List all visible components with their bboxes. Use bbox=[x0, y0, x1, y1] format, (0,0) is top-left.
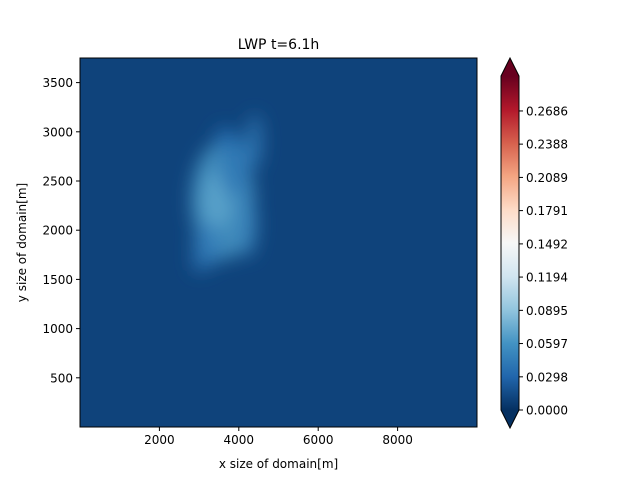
colorbar-tick-label: 0.2388 bbox=[526, 138, 568, 152]
y-axis-label: y size of domain[m] bbox=[15, 183, 29, 302]
y-tick-label: 500 bbox=[50, 371, 73, 385]
chart-title: LWP t=6.1h bbox=[238, 37, 320, 53]
colorbar-tick-label: 0.0298 bbox=[526, 370, 568, 384]
x-axis-label: x size of domain[m] bbox=[219, 457, 338, 471]
field-blob bbox=[247, 114, 262, 170]
colorbar-tick-label: 0.0000 bbox=[526, 404, 568, 418]
colorbar: 0.0000 0.0298 0.0597 0.0895 0.1194 0.1492 0.17… bbox=[500, 56, 568, 430]
y-tick-label: 2000 bbox=[42, 224, 73, 238]
colorbar-ticks: 0.0000 0.0298 0.0597 0.0895 0.1194 0.1492 0.17… bbox=[519, 104, 568, 418]
colorbar-extend-max bbox=[501, 58, 519, 76]
field-background bbox=[80, 58, 477, 427]
field-blob bbox=[214, 126, 235, 151]
colorbar-body bbox=[501, 76, 519, 410]
y-tick-label: 1000 bbox=[42, 322, 73, 336]
y-tick-label: 3000 bbox=[42, 125, 73, 139]
colorbar-extend-min bbox=[501, 410, 519, 428]
colorbar-tick-label: 0.1492 bbox=[526, 237, 568, 251]
x-tick-label: 6000 bbox=[303, 433, 334, 447]
colorbar-tick-label: 0.1194 bbox=[526, 271, 568, 285]
y-tick-label: 3500 bbox=[42, 76, 73, 90]
x-axis: 2000 4000 6000 8000 bbox=[144, 427, 413, 447]
colorbar-tick-label: 0.0895 bbox=[526, 304, 568, 318]
plot-frame bbox=[79, 57, 478, 428]
field-blob bbox=[236, 193, 258, 257]
plot-area bbox=[79, 57, 478, 428]
x-tick-label: 8000 bbox=[382, 433, 413, 447]
x-tick-label: 4000 bbox=[224, 433, 255, 447]
colorbar-tick-label: 0.2686 bbox=[526, 104, 568, 118]
y-tick-label: 2500 bbox=[42, 175, 73, 189]
colorbar-tick-label: 0.1791 bbox=[526, 204, 568, 218]
colorbar-tick-label: 0.2089 bbox=[526, 171, 568, 185]
y-axis: 500 1000 1500 2000 2500 3000 3500 bbox=[42, 76, 80, 385]
x-tick-label: 2000 bbox=[144, 433, 175, 447]
y-tick-label: 1500 bbox=[42, 273, 73, 287]
colorbar-tick-label: 0.0597 bbox=[526, 337, 568, 351]
field-blob-layer bbox=[191, 114, 262, 273]
field-blob bbox=[192, 250, 206, 273]
